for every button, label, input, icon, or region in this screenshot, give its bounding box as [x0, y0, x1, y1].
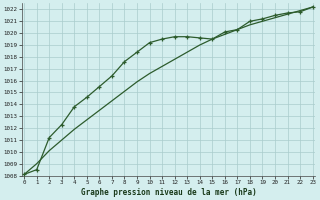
X-axis label: Graphe pression niveau de la mer (hPa): Graphe pression niveau de la mer (hPa)	[81, 188, 256, 197]
